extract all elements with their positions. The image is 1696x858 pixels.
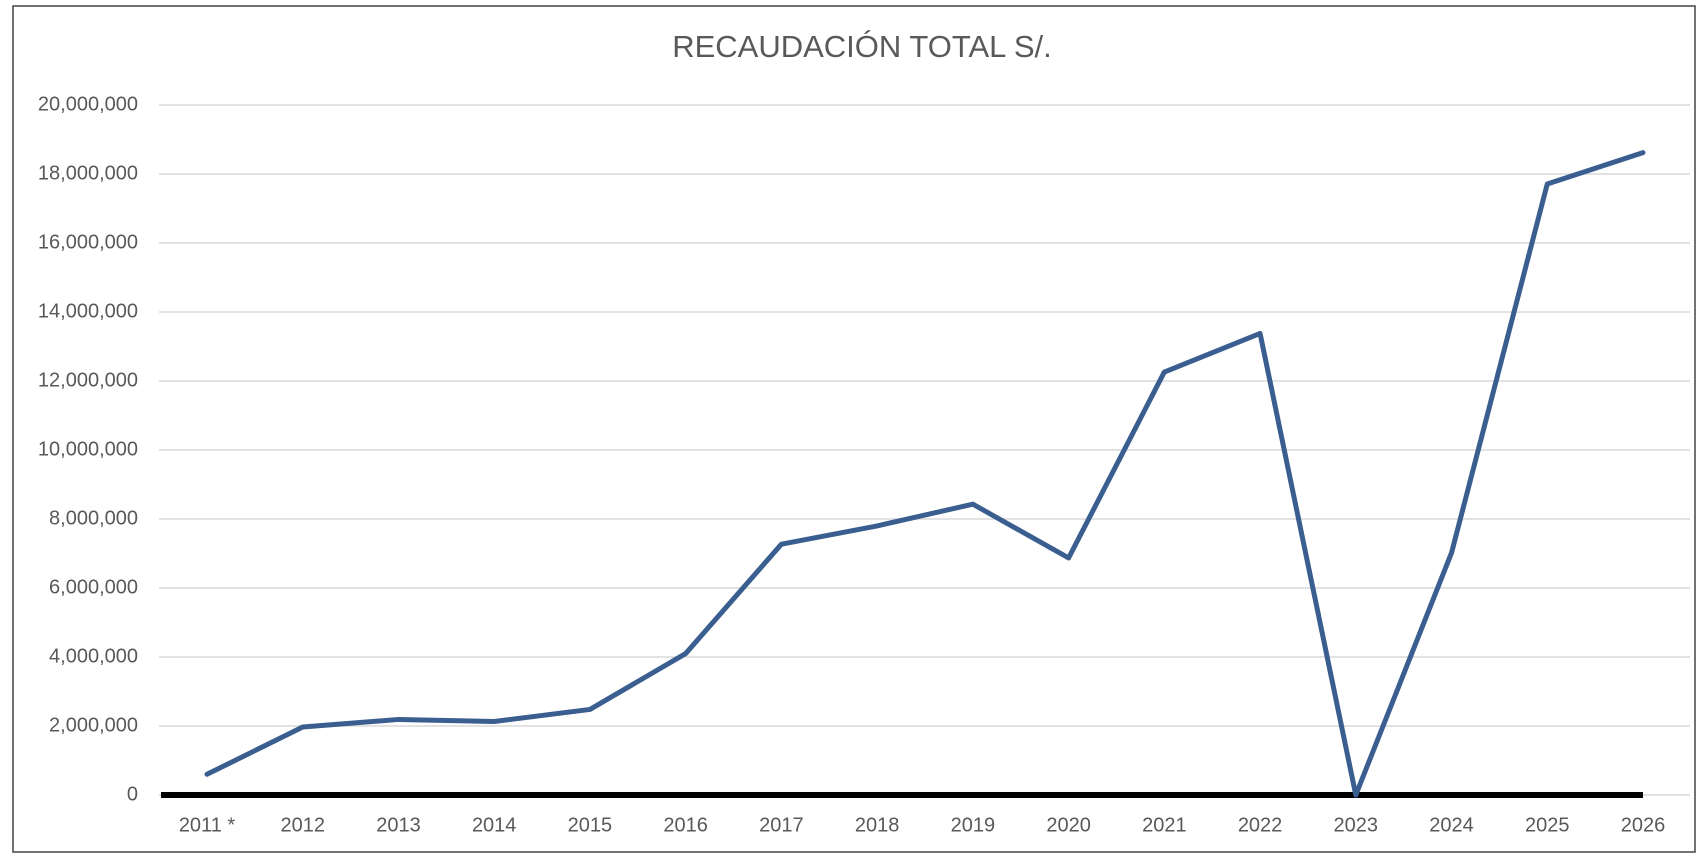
y-tick-label: 14,000,000 <box>38 300 138 322</box>
x-tick-label: 2026 <box>1621 814 1666 836</box>
x-tick-label: 2014 <box>472 814 517 836</box>
x-tick-label: 2024 <box>1429 814 1474 836</box>
y-tick-label: 16,000,000 <box>38 231 138 253</box>
x-tick-label: 2012 <box>280 814 325 836</box>
y-tick-label: 20,000,000 <box>38 93 138 115</box>
x-tick-label: 2016 <box>663 814 708 836</box>
x-tick-label: 2015 <box>568 814 613 836</box>
x-tick-label: 2011 * <box>179 814 236 836</box>
x-tick-label: 2017 <box>759 814 804 836</box>
x-tick-label: 2020 <box>1046 814 1091 836</box>
y-tick-label: 6,000,000 <box>49 576 138 598</box>
y-tick-label: 2,000,000 <box>49 714 138 736</box>
y-tick-label: 8,000,000 <box>49 507 138 529</box>
y-tick-label: 0 <box>127 783 138 805</box>
x-tick-label: 2019 <box>951 814 996 836</box>
x-tick-label: 2018 <box>855 814 900 836</box>
x-tick-label: 2021 <box>1142 814 1187 836</box>
y-tick-label: 4,000,000 <box>49 645 138 667</box>
x-tick-label: 2025 <box>1525 814 1570 836</box>
x-tick-label: 2023 <box>1334 814 1379 836</box>
chart-title: RECAUDACIÓN TOTAL S/. <box>672 29 1052 64</box>
y-tick-label: 18,000,000 <box>38 162 138 184</box>
chart-frame <box>12 5 1696 853</box>
x-tick-label: 2013 <box>376 814 421 836</box>
y-tick-label: 10,000,000 <box>38 438 138 460</box>
data-line <box>204 150 1646 798</box>
y-tick-label: 12,000,000 <box>38 369 138 391</box>
x-tick-label: 2022 <box>1238 814 1283 836</box>
